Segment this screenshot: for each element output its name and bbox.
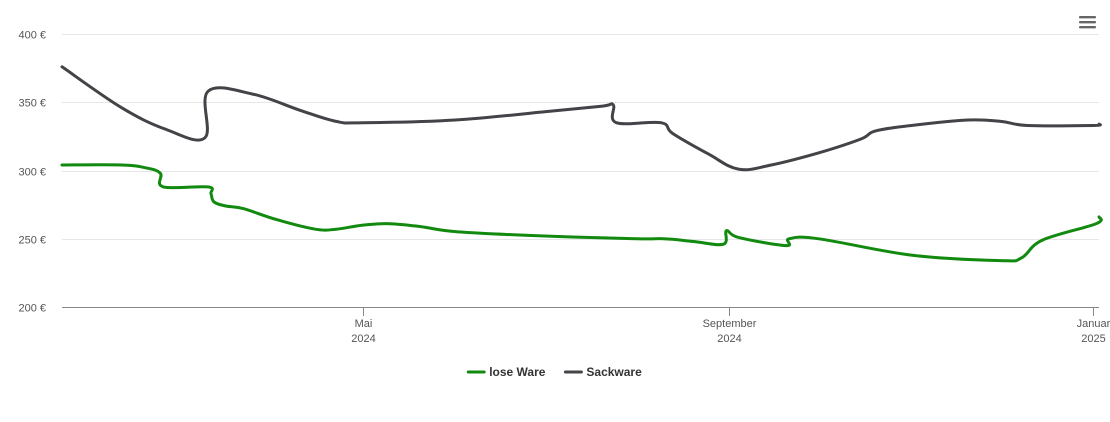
chart-menu-button[interactable] [1079, 15, 1097, 29]
series-line-sackware[interactable] [60, 65, 1102, 172]
x-tick-label-month: September [703, 318, 757, 330]
x-tick-label-month: Januar [1077, 318, 1110, 330]
grid-layer [62, 34, 1099, 240]
legend-label: lose Ware [489, 365, 546, 379]
menu-icon-bar [1079, 26, 1096, 29]
legend: lose Ware Sackware [466, 365, 642, 379]
x-tick-label-month: Mai [355, 318, 373, 330]
x-tick-label-year: 2024 [351, 333, 375, 345]
menu-icon-bar [1079, 21, 1096, 24]
y-tick-label: 250 € [18, 235, 46, 247]
series-layer [60, 65, 1103, 263]
x-tick-label-year: 2025 [1081, 333, 1105, 345]
axis-layer: 200 € 250 € 300 € 350 € 400 € Mai 2024 Septembe… [18, 30, 1110, 346]
y-tick-label: 300 € [18, 167, 46, 179]
y-tick-label: 200 € [18, 303, 46, 315]
y-tick-label: 350 € [18, 98, 46, 110]
legend-item-lose-ware[interactable]: lose Ware [466, 365, 546, 379]
legend-label: Sackware [586, 365, 642, 379]
x-tick-label-year: 2024 [717, 333, 741, 345]
legend-item-sackware[interactable]: Sackware [563, 365, 642, 379]
series-line-lose-ware[interactable] [60, 163, 1103, 263]
menu-icon-bar [1079, 16, 1096, 19]
y-tick-label: 400 € [18, 30, 46, 42]
